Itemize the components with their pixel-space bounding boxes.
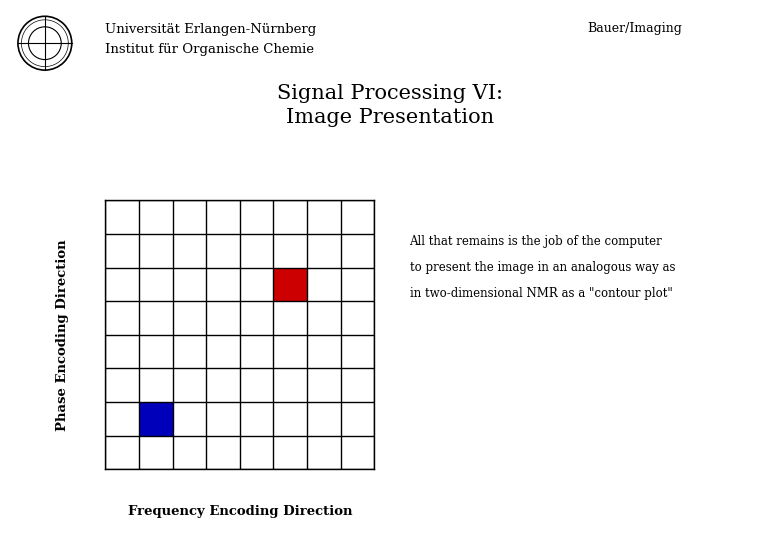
Text: Universität Erlangen-Nürnberg: Universität Erlangen-Nürnberg <box>105 23 317 36</box>
Text: Institut für Organische Chemie: Institut für Organische Chemie <box>105 43 314 56</box>
Text: in two-dimensional NMR as a "contour plot": in two-dimensional NMR as a "contour plo… <box>410 287 672 300</box>
Bar <box>139 402 172 436</box>
Text: Signal Processing VI:: Signal Processing VI: <box>277 84 503 103</box>
Text: All that remains is the job of the computer: All that remains is the job of the compu… <box>410 235 662 248</box>
Bar <box>274 267 307 301</box>
Text: Bauer/Imaging: Bauer/Imaging <box>587 22 682 35</box>
Text: Frequency Encoding Direction: Frequency Encoding Direction <box>128 505 352 518</box>
Text: Image Presentation: Image Presentation <box>286 108 494 127</box>
Text: to present the image in an analogous way as: to present the image in an analogous way… <box>410 261 675 274</box>
Text: Phase Encoding Direction: Phase Encoding Direction <box>56 239 69 430</box>
